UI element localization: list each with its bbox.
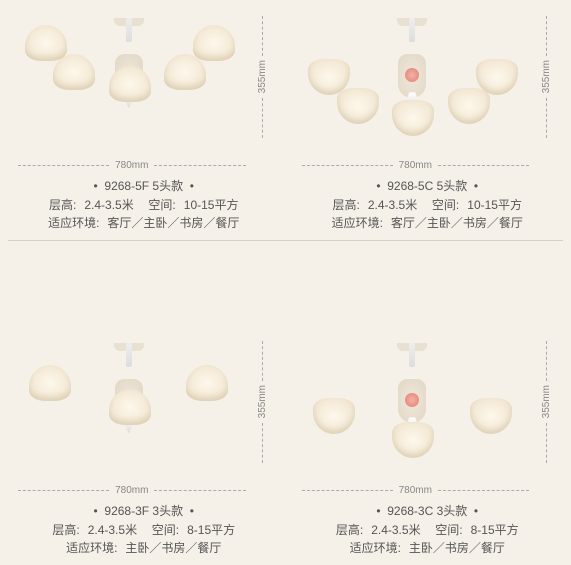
spec-height-value: 2.4-3.5米 <box>84 198 133 212</box>
divider-rule <box>8 240 563 325</box>
lamp-shade <box>109 66 151 102</box>
spec-row-1: 层高: 2.4-3.5米 空间: 10-15平方 <box>292 196 564 214</box>
dimension-width-label: 780mm <box>109 485 154 496</box>
spec-height-label: 层高: <box>52 523 79 537</box>
spec-space-value: 10-15平方 <box>467 198 522 212</box>
product-image-area: 355mm <box>8 8 280 158</box>
spec-space-value: 10-15平方 <box>184 198 239 212</box>
spec-env-label: 适应环境: <box>66 541 117 555</box>
lamp-shade <box>392 422 434 458</box>
product-image-area: 355mm <box>292 333 564 483</box>
dimension-height: 355mm <box>531 341 561 463</box>
spec-row-2: 适应环境: 主卧／书房／餐厅 <box>8 539 280 557</box>
lamp-shade <box>392 100 434 136</box>
spec-row-2: 适应环境: 客厅／主卧／书房／餐厅 <box>292 214 564 232</box>
product-model: • 9268-5F 5头款 • <box>8 177 280 194</box>
product-spec: 层高: 2.4-3.5米 空间: 8-15平方适应环境: 主卧／书房／餐厅 <box>8 521 280 557</box>
product-cell: 355mm 780mm • 9268-3F 3头款 • 层高: 2.4-3.5米 空间:… <box>8 333 280 557</box>
product-image-area: 355mm <box>292 8 564 158</box>
product-cell: 355mm 780mm • 9268-5F 5头款 • 层高: 2.4-3.5米 空间:… <box>8 8 280 232</box>
spec-height-value: 2.4-3.5米 <box>88 523 137 537</box>
spec-env-value: 客厅／主卧／书房／餐厅 <box>107 216 239 230</box>
lamp-shade <box>337 88 379 124</box>
product-model: • 9268-3F 3头款 • <box>8 502 280 519</box>
spec-row-1: 层高: 2.4-3.5米 空间: 8-15平方 <box>8 521 280 539</box>
dimension-height: 355mm <box>248 341 278 463</box>
lamp-shade <box>109 389 151 425</box>
dimension-height-label: 355mm <box>541 381 552 422</box>
product-spec: 层高: 2.4-3.5米 空间: 8-15平方适应环境: 主卧／书房／餐厅 <box>292 521 564 557</box>
dimension-width-label: 780mm <box>393 485 438 496</box>
chandelier-illustration <box>302 343 524 463</box>
spec-space-label: 空间: <box>148 198 175 212</box>
dimension-width-label: 780mm <box>109 160 154 171</box>
product-spec: 层高: 2.4-3.5米 空间: 10-15平方适应环境: 客厅／主卧／书房／餐厅 <box>8 196 280 232</box>
spec-env-label: 适应环境: <box>350 541 401 555</box>
chandelier-illustration <box>302 18 524 138</box>
lamp-shade <box>448 88 490 124</box>
dimension-width-label: 780mm <box>393 160 438 171</box>
lamp-shade <box>470 398 512 434</box>
lamp-shade <box>313 398 355 434</box>
spec-env-value: 客厅／主卧／书房／餐厅 <box>391 216 523 230</box>
dimension-width: 780mm <box>302 485 530 496</box>
dimension-width: 780mm <box>18 160 246 171</box>
spec-env-value: 主卧／书房／餐厅 <box>409 541 505 555</box>
spec-row-2: 适应环境: 主卧／书房／餐厅 <box>292 539 564 557</box>
lamp-shade <box>53 54 95 90</box>
spec-row-1: 层高: 2.4-3.5米 空间: 10-15平方 <box>8 196 280 214</box>
dimension-height-label: 355mm <box>257 381 268 422</box>
dimension-height-label: 355mm <box>541 56 552 97</box>
spec-height-label: 层高: <box>49 198 76 212</box>
spec-row-2: 适应环境: 客厅／主卧／书房／餐厅 <box>8 214 280 232</box>
spec-env-label: 适应环境: <box>332 216 383 230</box>
lamp-shade <box>186 365 228 401</box>
lamp-shade <box>193 25 235 61</box>
spec-env-label: 适应环境: <box>48 216 99 230</box>
spec-space-value: 8-15平方 <box>187 523 235 537</box>
product-spec: 层高: 2.4-3.5米 空间: 10-15平方适应环境: 客厅／主卧／书房／餐厅 <box>292 196 564 232</box>
spec-space-label: 空间: <box>152 523 179 537</box>
chandelier-illustration <box>18 343 240 463</box>
chandelier-illustration <box>18 18 240 138</box>
dimension-width: 780mm <box>302 160 530 171</box>
spec-env-value: 主卧／书房／餐厅 <box>125 541 221 555</box>
spec-height-label: 层高: <box>333 198 360 212</box>
spec-space-label: 空间: <box>432 198 459 212</box>
dimension-height: 355mm <box>531 16 561 138</box>
spec-height-value: 2.4-3.5米 <box>368 198 417 212</box>
lamp-shade <box>164 54 206 90</box>
dimension-width: 780mm <box>18 485 246 496</box>
spec-row-1: 层高: 2.4-3.5米 空间: 8-15平方 <box>292 521 564 539</box>
lamp-shade <box>29 365 71 401</box>
product-model: • 9268-5C 5头款 • <box>292 177 564 194</box>
product-cell: 355mm 780mm • 9268-3C 3头款 • 层高: 2.4-3.5米 空间:… <box>292 333 564 557</box>
spec-space-value: 8-15平方 <box>471 523 519 537</box>
dimension-height: 355mm <box>248 16 278 138</box>
lamp-shade <box>25 25 67 61</box>
product-image-area: 355mm <box>8 333 280 483</box>
product-cell: 355mm 780mm • 9268-5C 5头款 • 层高: 2.4-3.5米 空间:… <box>292 8 564 232</box>
product-model: • 9268-3C 3头款 • <box>292 502 564 519</box>
spec-height-value: 2.4-3.5米 <box>371 523 420 537</box>
spec-space-label: 空间: <box>435 523 462 537</box>
spec-height-label: 层高: <box>336 523 363 537</box>
dimension-height-label: 355mm <box>257 56 268 97</box>
